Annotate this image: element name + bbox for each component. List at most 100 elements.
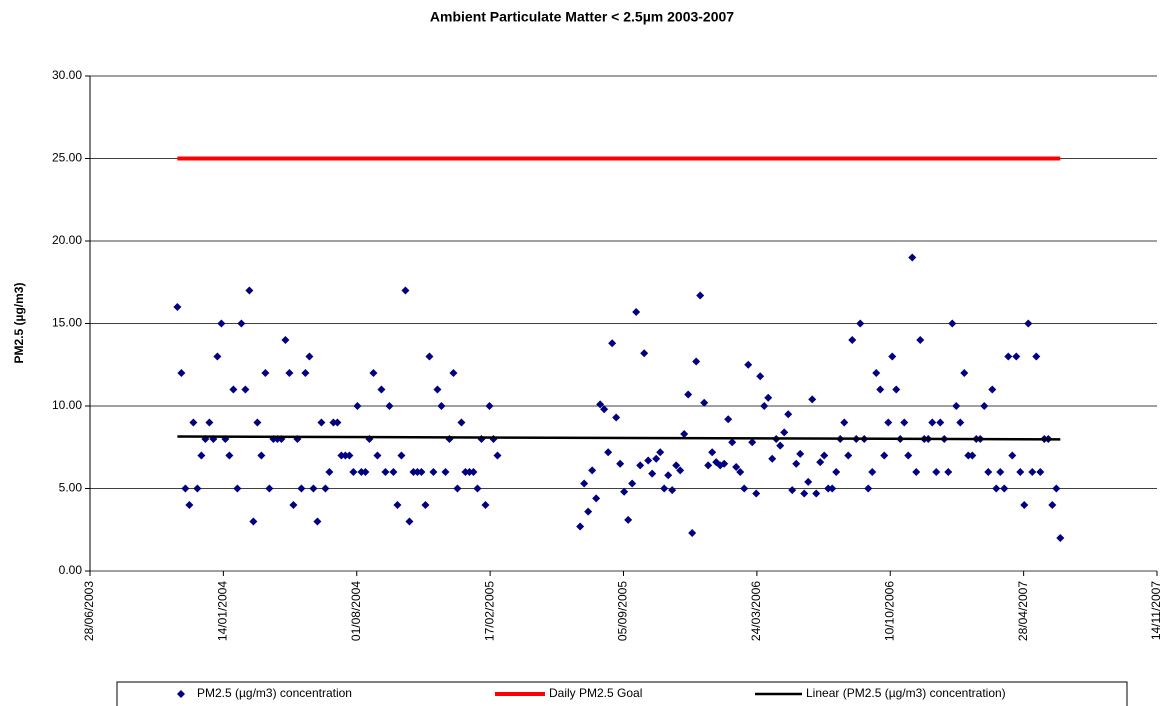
data-point (820, 451, 829, 460)
data-point (848, 336, 857, 344)
data-point (345, 451, 354, 460)
data-point (828, 484, 837, 493)
data-point (233, 484, 242, 493)
data-point (185, 501, 194, 509)
data-point (257, 451, 266, 460)
data-point (664, 471, 673, 480)
data-point (381, 468, 390, 476)
data-point (297, 484, 306, 493)
x-tick-label: 10/10/2006 (882, 581, 896, 641)
data-point (936, 418, 945, 427)
data-point (385, 402, 394, 410)
data-point (640, 349, 649, 358)
data-point (393, 501, 402, 509)
data-point (401, 286, 410, 295)
data-point (349, 468, 358, 476)
data-point (792, 459, 801, 468)
data-point (776, 441, 785, 450)
data-point (449, 369, 458, 377)
data-point (764, 393, 773, 402)
data-point (409, 468, 418, 476)
data-point (357, 468, 366, 476)
x-tick-label: 17/02/2005 (482, 581, 496, 641)
data-point (984, 468, 993, 476)
data-point (576, 522, 585, 531)
y-axis-label: PM2.5 (µg/m3) (12, 283, 26, 364)
data-point (604, 448, 613, 457)
data-point (592, 494, 601, 503)
data-point (389, 468, 398, 476)
data-point (672, 461, 681, 470)
data-point (944, 468, 953, 476)
data-point (325, 468, 334, 476)
data-point (429, 468, 438, 476)
data-point (588, 466, 597, 475)
data-point (421, 501, 430, 509)
data-point (756, 372, 765, 381)
x-tick-label: 28/04/2007 (1016, 581, 1030, 641)
y-tick-label: 30.00 (52, 68, 82, 82)
data-point (868, 468, 877, 476)
data-point (964, 451, 973, 460)
data-point (353, 402, 362, 410)
data-point (616, 459, 625, 468)
data-point (788, 486, 797, 495)
data-point (912, 468, 921, 476)
data-point (333, 418, 342, 427)
data-point (281, 336, 290, 344)
data-point (437, 402, 446, 410)
x-tick-label: 05/09/2005 (616, 581, 630, 641)
data-point (704, 461, 713, 470)
data-point (397, 451, 406, 460)
data-point (960, 369, 969, 377)
data-point (676, 466, 685, 475)
x-tick-label: 28/06/2003 (82, 581, 96, 641)
y-tick-label: 5.00 (59, 481, 83, 495)
data-point (892, 385, 901, 394)
data-point (317, 418, 326, 427)
data-point (1016, 468, 1025, 476)
series-line (177, 435, 1061, 441)
legend-label: PM2.5 (µg/m3) concentration (197, 686, 352, 700)
data-point (177, 369, 186, 377)
data-point (309, 484, 318, 493)
data-point (285, 369, 294, 377)
x-tick-label: 24/03/2006 (749, 581, 763, 641)
data-point (656, 448, 665, 457)
data-point (261, 369, 270, 377)
data-point (752, 489, 761, 498)
data-point (804, 477, 813, 486)
data-point (736, 468, 745, 476)
x-tick-label: 14/11/2007 (1149, 581, 1163, 640)
data-point (249, 517, 258, 526)
data-point (696, 291, 705, 300)
data-point (1020, 501, 1029, 509)
data-point (225, 451, 234, 460)
data-point (824, 484, 833, 493)
data-point (361, 468, 370, 476)
data-point (688, 529, 697, 538)
chart-title: Ambient Particulate Matter < 2.5µm 2003-… (430, 9, 734, 25)
data-point (1052, 484, 1061, 493)
data-point (980, 402, 989, 410)
y-tick-label: 10.00 (52, 398, 82, 412)
data-point (305, 352, 314, 361)
x-tick-label: 01/08/2004 (349, 581, 363, 641)
y-tick-label: 20.00 (52, 233, 82, 247)
data-point (181, 484, 190, 493)
data-point (1032, 352, 1041, 361)
data-point (948, 319, 957, 328)
data-point (732, 463, 741, 472)
data-point (329, 418, 338, 427)
data-point (265, 484, 274, 493)
data-point (493, 451, 502, 460)
data-point (1000, 484, 1009, 493)
data-point (213, 352, 222, 361)
data-point (632, 307, 641, 316)
data-point (624, 515, 633, 524)
data-point (660, 484, 669, 493)
data-point (768, 454, 777, 463)
data-point (373, 451, 382, 460)
data-point (1056, 534, 1065, 542)
data-point (864, 484, 873, 493)
